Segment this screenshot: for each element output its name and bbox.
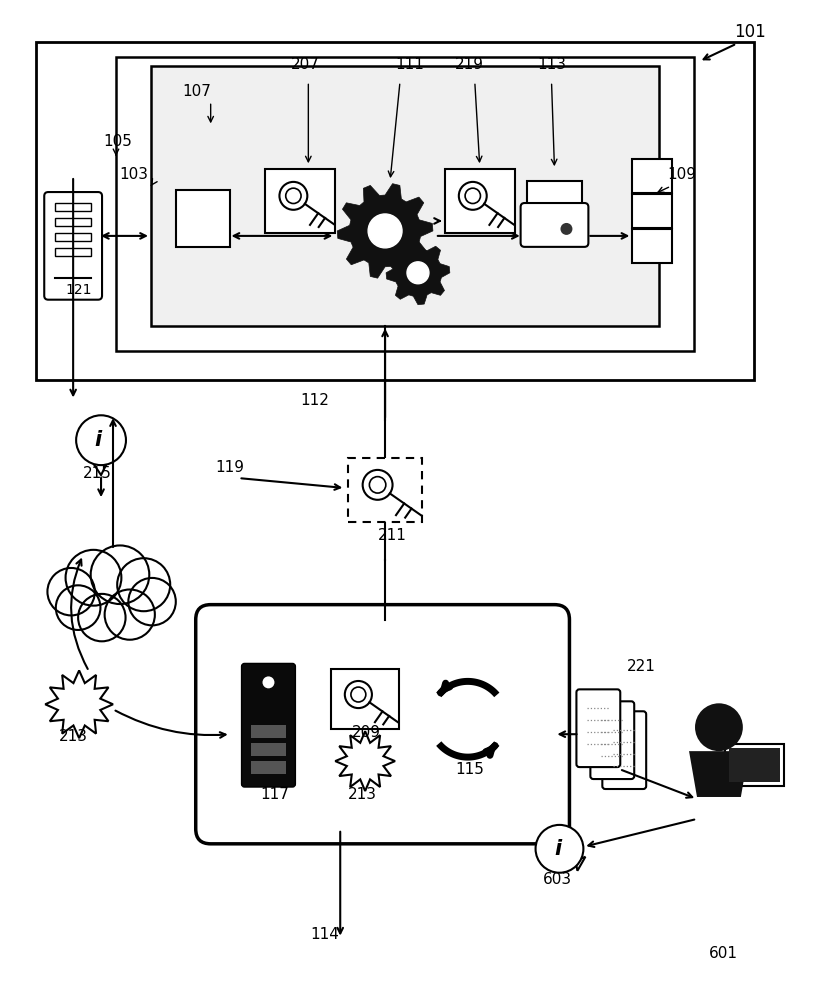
Text: 115: 115 xyxy=(455,762,484,777)
Text: 207: 207 xyxy=(290,57,319,72)
FancyBboxPatch shape xyxy=(116,57,694,351)
FancyBboxPatch shape xyxy=(151,66,659,326)
Circle shape xyxy=(368,214,402,248)
Text: 601: 601 xyxy=(709,946,738,961)
Circle shape xyxy=(117,558,170,611)
Text: 121: 121 xyxy=(65,283,91,297)
Circle shape xyxy=(262,676,275,688)
FancyBboxPatch shape xyxy=(632,229,672,263)
Polygon shape xyxy=(386,241,450,305)
Text: 101: 101 xyxy=(734,23,765,41)
Text: 107: 107 xyxy=(183,84,212,99)
Text: 114: 114 xyxy=(311,927,339,942)
Text: 603: 603 xyxy=(543,872,571,887)
Text: 215: 215 xyxy=(83,466,112,481)
FancyBboxPatch shape xyxy=(176,190,230,247)
Polygon shape xyxy=(575,857,585,871)
Polygon shape xyxy=(335,731,395,791)
Circle shape xyxy=(407,262,429,284)
Circle shape xyxy=(55,585,100,630)
FancyBboxPatch shape xyxy=(250,761,286,774)
Circle shape xyxy=(47,568,95,615)
Polygon shape xyxy=(46,670,113,738)
FancyBboxPatch shape xyxy=(266,169,335,233)
Polygon shape xyxy=(689,751,749,797)
FancyBboxPatch shape xyxy=(250,725,286,738)
Circle shape xyxy=(76,415,126,465)
Circle shape xyxy=(104,589,155,640)
Text: 211: 211 xyxy=(378,528,407,543)
FancyBboxPatch shape xyxy=(44,192,102,300)
FancyBboxPatch shape xyxy=(632,159,672,193)
Circle shape xyxy=(90,545,149,604)
FancyBboxPatch shape xyxy=(445,169,514,233)
FancyBboxPatch shape xyxy=(241,663,295,787)
Text: 219: 219 xyxy=(455,57,484,72)
FancyBboxPatch shape xyxy=(632,194,672,228)
FancyBboxPatch shape xyxy=(348,458,422,522)
Polygon shape xyxy=(337,184,433,278)
FancyBboxPatch shape xyxy=(602,711,646,789)
Circle shape xyxy=(561,223,572,235)
Text: 111: 111 xyxy=(395,57,424,72)
FancyBboxPatch shape xyxy=(526,181,583,209)
Text: 103: 103 xyxy=(119,167,148,182)
FancyBboxPatch shape xyxy=(576,689,620,767)
Text: 119: 119 xyxy=(216,460,244,475)
Text: 213: 213 xyxy=(59,729,88,744)
FancyBboxPatch shape xyxy=(55,233,91,241)
Text: 209: 209 xyxy=(352,725,381,740)
FancyBboxPatch shape xyxy=(37,42,754,380)
FancyBboxPatch shape xyxy=(55,218,91,226)
FancyBboxPatch shape xyxy=(729,748,780,782)
Circle shape xyxy=(695,703,742,751)
Text: 105: 105 xyxy=(103,134,132,149)
Text: 109: 109 xyxy=(667,167,696,182)
FancyBboxPatch shape xyxy=(55,248,91,256)
Text: i: i xyxy=(554,839,561,859)
FancyBboxPatch shape xyxy=(250,743,286,756)
FancyBboxPatch shape xyxy=(196,605,570,844)
FancyBboxPatch shape xyxy=(725,744,784,786)
Circle shape xyxy=(65,550,121,606)
Polygon shape xyxy=(93,463,106,475)
Text: 112: 112 xyxy=(301,393,329,408)
Text: 221: 221 xyxy=(628,659,656,674)
FancyBboxPatch shape xyxy=(590,701,634,779)
Text: 113: 113 xyxy=(538,57,566,72)
Text: 117: 117 xyxy=(261,787,289,802)
FancyBboxPatch shape xyxy=(55,203,91,211)
Text: i: i xyxy=(95,430,102,450)
FancyBboxPatch shape xyxy=(331,669,399,729)
FancyBboxPatch shape xyxy=(521,203,588,247)
Circle shape xyxy=(128,578,176,625)
Circle shape xyxy=(78,594,126,641)
Text: 213: 213 xyxy=(348,787,377,802)
Circle shape xyxy=(535,825,584,873)
